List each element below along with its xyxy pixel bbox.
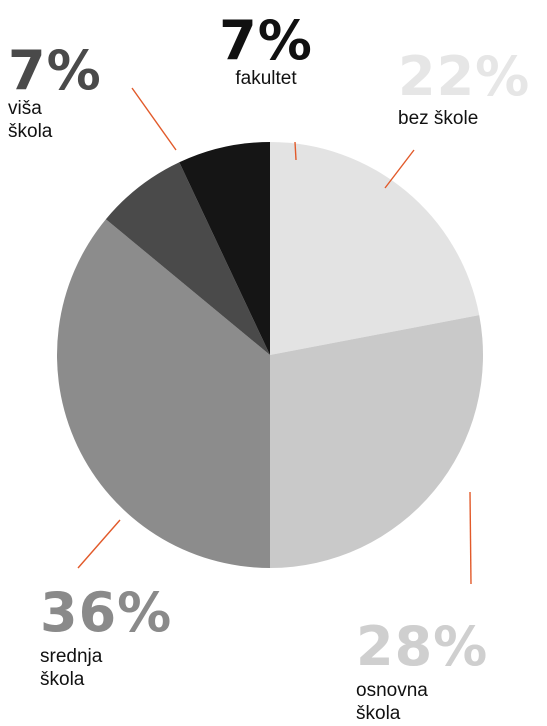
name-visa-skola-line2: škola bbox=[8, 120, 53, 142]
pct-srednja-skola: 36% bbox=[40, 581, 173, 644]
name-bez-skole: bez škole bbox=[398, 108, 479, 129]
leader-fakultet bbox=[294, 141, 297, 161]
pct-visa-skola: 7% bbox=[8, 39, 102, 102]
slice-visa-skola bbox=[105, 162, 270, 355]
leader-osnovna-skola bbox=[469, 491, 472, 585]
pct-osnovna-skola: 28% bbox=[356, 615, 489, 678]
name-srednja-skola-line2: škola bbox=[40, 668, 85, 690]
slice-bez-skole bbox=[270, 142, 480, 355]
name-srednja-skola-line1: srednja bbox=[40, 646, 103, 667]
leader-bez-skole bbox=[384, 149, 415, 189]
leader-visa-skola bbox=[131, 87, 177, 151]
name-osnovna-skola-line2: škola bbox=[356, 702, 401, 724]
slice-osnovna-skola bbox=[270, 315, 484, 568]
label-bez-skole: 22% bez škole bbox=[398, 50, 530, 131]
slice-srednja-skola bbox=[57, 219, 271, 569]
label-srednja-skola: 36% srednja škola bbox=[40, 586, 172, 692]
pct-fakultet: 7% bbox=[219, 9, 313, 72]
label-osnovna-skola: 28% osnovna škola bbox=[356, 620, 488, 726]
label-fakultet: 7% fakultet bbox=[218, 14, 314, 91]
name-osnovna-skola-line1: osnovna bbox=[356, 680, 428, 701]
leader-srednja-skola bbox=[77, 519, 121, 569]
name-visa-skola-line1: viša bbox=[8, 98, 42, 119]
name-fakultet: fakultet bbox=[235, 68, 297, 89]
pct-bez-skole: 22% bbox=[398, 45, 531, 108]
label-visa-skola: 7% viša škola bbox=[8, 44, 102, 144]
slice-fakultet bbox=[179, 142, 270, 355]
